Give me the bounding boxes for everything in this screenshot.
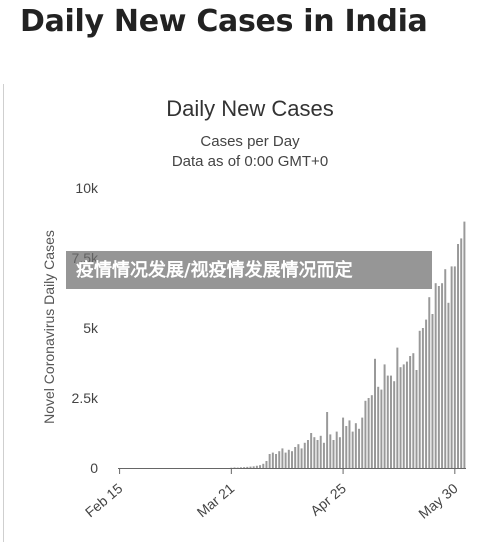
bar [447, 302, 450, 468]
bar [428, 297, 431, 468]
bar [409, 356, 412, 468]
bar [425, 319, 428, 468]
bar [345, 426, 348, 468]
bar [278, 451, 281, 468]
bar [335, 431, 338, 468]
bar [236, 467, 239, 469]
bar [393, 381, 396, 468]
bar [300, 448, 303, 468]
bar [326, 412, 329, 468]
bar [338, 437, 341, 468]
bar [259, 465, 262, 468]
bar [441, 283, 444, 468]
bar [460, 238, 463, 468]
bar [233, 467, 236, 469]
bar [249, 466, 252, 468]
bar [284, 452, 287, 468]
bar [310, 433, 313, 468]
bar [457, 244, 460, 468]
bar [294, 447, 297, 468]
bar-series [230, 221, 466, 469]
bar [281, 448, 284, 468]
y-tick-label: 5k [83, 320, 99, 336]
bar [402, 364, 405, 468]
bar [354, 423, 357, 468]
bar [374, 358, 376, 468]
bar [367, 398, 370, 468]
bar [287, 449, 290, 468]
bar [421, 328, 424, 468]
bar [396, 347, 399, 468]
y-tick-label: 0 [90, 460, 98, 476]
bar [342, 417, 345, 468]
bar [348, 420, 351, 468]
bar [453, 266, 456, 468]
chart-title: Daily New Cases [166, 96, 334, 121]
chart-subtitle: Cases per Day [200, 133, 300, 150]
bar [405, 361, 408, 468]
bar [358, 428, 361, 468]
bar [415, 370, 418, 468]
bar [275, 454, 278, 468]
x-tick-label: Mar 21 [194, 480, 238, 520]
x-tick-label: Apr 25 [307, 480, 349, 519]
y-tick-label: 2.5k [72, 390, 99, 406]
bar [329, 434, 332, 468]
bar [306, 440, 309, 468]
bar [377, 386, 380, 468]
frame-divider [3, 84, 4, 542]
overlay-caption: 疫情情况发展/视疫情发展情况而定 [76, 260, 353, 281]
page-title: Daily New Cases in India [20, 4, 428, 39]
bar [291, 451, 293, 468]
bar [332, 440, 335, 468]
bar [303, 442, 306, 468]
bar [268, 454, 271, 468]
bar [437, 286, 440, 468]
bar [399, 367, 402, 468]
bar [364, 400, 367, 468]
bar [418, 330, 421, 468]
bar [316, 440, 319, 468]
x-axis-ticks: Feb 15 Mar 21 Apr 25 May 30 [82, 468, 461, 522]
bar [319, 435, 322, 468]
bar [450, 266, 453, 468]
bar [386, 375, 389, 468]
bar [434, 283, 437, 468]
bar [463, 221, 466, 468]
bar [243, 467, 246, 468]
bar [383, 364, 386, 468]
bar [297, 444, 300, 468]
overlay-banner [66, 251, 432, 289]
y-tick-label: 10k [75, 180, 99, 196]
bar [252, 466, 255, 468]
bar [265, 461, 268, 468]
bar [313, 437, 316, 468]
bar [389, 375, 392, 468]
bar [322, 442, 325, 468]
bar [271, 452, 274, 468]
bar [431, 314, 434, 468]
x-tick-label: Feb 15 [82, 480, 126, 520]
bar [380, 389, 383, 468]
bar [255, 465, 258, 468]
x-tick-label: May 30 [415, 480, 461, 522]
bar [370, 395, 373, 468]
bar [444, 269, 447, 468]
bar [239, 467, 242, 468]
chart-subtitle-date: Data as of 0:00 GMT+0 [172, 153, 328, 170]
bar [412, 353, 415, 468]
bar [262, 463, 265, 468]
bar [246, 466, 249, 468]
bar [361, 417, 364, 468]
y-axis-label: Novel Coronavirus Daily Cases [41, 230, 57, 424]
bar [351, 431, 354, 468]
